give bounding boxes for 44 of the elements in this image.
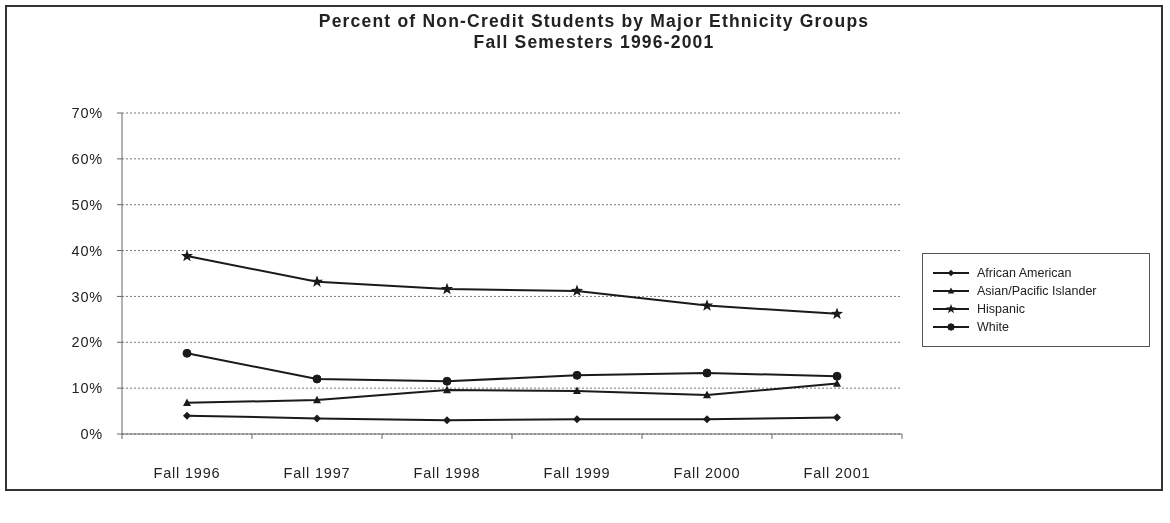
point (312, 374, 322, 384)
point (703, 390, 711, 399)
chart-title: Percent of Non-Credit Students by Major Ethnicity Groups (317, 11, 871, 32)
y-tick-label: 40% (71, 242, 103, 259)
y-tick-label: 0% (80, 426, 103, 443)
y-tick-label: 10% (71, 380, 103, 397)
legend-label: African American (977, 266, 1072, 280)
point (313, 395, 321, 404)
y-tick-label: 30% (71, 288, 103, 305)
point (182, 348, 192, 358)
point (702, 368, 712, 378)
legend-label: Asian/Pacific Islander (977, 284, 1097, 298)
point (570, 284, 584, 297)
point (313, 414, 321, 423)
x-tick-label: Fall 2000 (673, 465, 741, 482)
point (833, 379, 841, 387)
point (183, 398, 191, 407)
point (700, 299, 714, 311)
point (703, 415, 711, 424)
point (830, 307, 844, 320)
point (573, 415, 581, 424)
point (833, 413, 841, 422)
point (310, 275, 324, 287)
point (573, 386, 581, 395)
legend-label: White (977, 320, 1009, 334)
y-tick-label: 60% (71, 151, 103, 167)
point (443, 416, 451, 425)
point (443, 385, 451, 394)
x-tick-label: Fall 2001 (803, 465, 871, 482)
x-tick-label: Fall 1999 (543, 465, 611, 482)
point (442, 376, 452, 386)
chart-subtitle: Fall Semesters 1996-2001 (472, 32, 716, 53)
point (180, 249, 194, 262)
y-tick-label: 20% (71, 334, 103, 351)
y-tick-label: 70% (71, 105, 103, 122)
point (832, 371, 842, 381)
y-tick-label: 50% (71, 196, 103, 213)
point (440, 282, 454, 295)
point (572, 370, 582, 380)
x-tick-label: Fall 1996 (153, 465, 221, 482)
x-tick-label: Fall 1998 (413, 465, 481, 482)
point (183, 411, 191, 420)
legend-label: Hispanic (977, 302, 1025, 316)
x-tick-label: Fall 1997 (283, 465, 351, 482)
